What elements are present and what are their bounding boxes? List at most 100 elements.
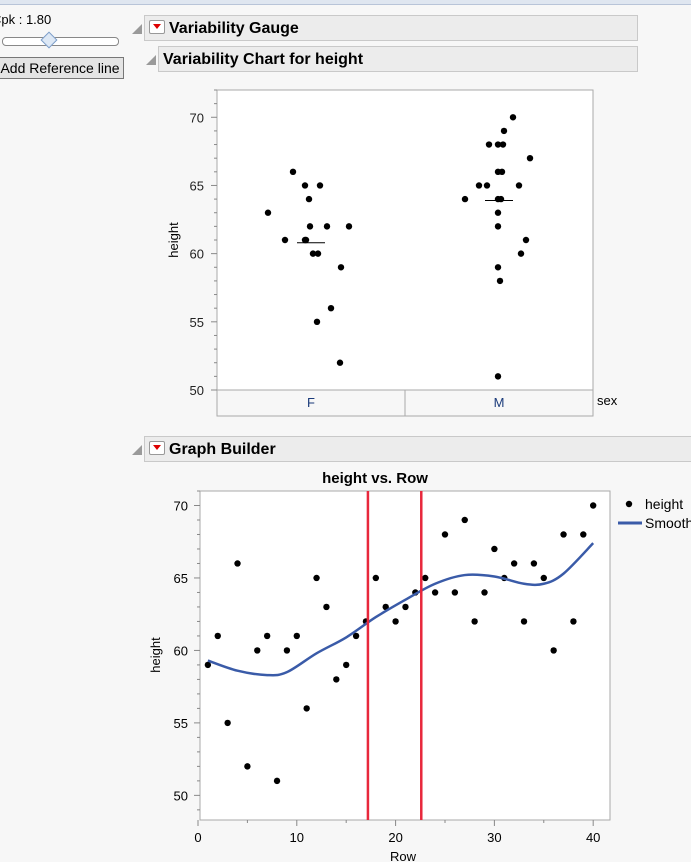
x-tick-label: 0 (194, 830, 201, 845)
x-tick-label: 10 (290, 830, 304, 845)
data-point (499, 141, 507, 148)
data-point (337, 264, 345, 271)
legend-label: height (645, 496, 683, 512)
data-point (323, 223, 331, 230)
disclosure-icon[interactable] (132, 24, 142, 34)
category-label: M (494, 395, 505, 410)
data-point (550, 647, 557, 654)
variability-gauge-header: Variability Gauge (144, 15, 638, 41)
add-reference-line-button[interactable]: Add Reference line (0, 57, 124, 79)
data-point (303, 705, 310, 712)
y-tick-label: 55 (174, 716, 188, 731)
data-point (422, 574, 429, 582)
window-top-border (0, 0, 691, 5)
plot-frame (216, 89, 594, 417)
data-point (570, 618, 577, 625)
data-point (281, 236, 289, 244)
data-point (309, 250, 317, 257)
data-point (475, 182, 483, 189)
data-point (301, 182, 309, 189)
data-point (316, 182, 324, 189)
cpk-slider-label: Cpk : 1.80 (0, 12, 52, 27)
data-point (254, 647, 261, 654)
data-point (264, 209, 272, 216)
data-point (530, 560, 538, 567)
data-point (500, 127, 508, 135)
data-point (214, 632, 221, 640)
y-tick-label: 65 (190, 178, 204, 193)
y-tick-label: 60 (174, 643, 188, 658)
data-point (305, 195, 313, 203)
variability-chart-header: Variability Chart for height (158, 46, 638, 72)
data-point (471, 618, 478, 625)
data-point (333, 676, 340, 683)
data-point (520, 618, 528, 625)
data-point (510, 560, 518, 567)
data-point (342, 661, 350, 669)
data-point (392, 618, 399, 625)
data-point (273, 777, 281, 785)
section-title: Graph Builder (169, 441, 276, 458)
data-point (402, 603, 409, 611)
data-point (461, 516, 468, 524)
data-point (336, 359, 344, 366)
graph-builder-header: Graph Builder (144, 436, 691, 462)
data-point (234, 560, 241, 567)
x-axis-label: Row (390, 849, 417, 862)
x-tick-label: 40 (586, 830, 600, 845)
y-tick-label: 60 (190, 247, 204, 262)
data-point (313, 318, 321, 326)
data-point (431, 589, 439, 596)
cpk-slider[interactable] (2, 37, 119, 46)
data-point (517, 250, 525, 257)
data-point (289, 168, 297, 176)
red-triangle-menu-icon[interactable] (149, 441, 165, 456)
data-point (244, 763, 251, 770)
x-axis-label: sex (597, 393, 618, 408)
x-tick-label: 20 (388, 830, 402, 845)
data-point (224, 719, 231, 727)
data-point (283, 647, 291, 654)
data-point (372, 574, 380, 582)
variability-chart: 50 55 60 65 70 height sex F M (166, 89, 618, 417)
x-tick-label: 30 (487, 830, 501, 845)
section-title: Variability Chart for height (163, 51, 364, 68)
data-point (496, 277, 504, 285)
data-point (485, 141, 493, 148)
data-point (263, 632, 271, 640)
data-point (323, 603, 330, 611)
data-point (494, 223, 502, 230)
data-point (540, 574, 547, 582)
disclosure-icon[interactable] (146, 55, 156, 65)
data-point (494, 209, 502, 216)
legend-point-icon (625, 500, 633, 508)
y-tick-label: 50 (190, 383, 204, 398)
data-point (509, 114, 517, 121)
red-triangle-menu-icon[interactable] (149, 20, 165, 35)
y-axis-label: height (166, 222, 181, 258)
y-tick-label: 55 (190, 315, 204, 330)
data-point (494, 373, 502, 380)
legend-label: Smoother (645, 515, 691, 531)
data-point (313, 574, 320, 582)
graph-builder-chart: height vs. Row 50 55 60 65 70 0 10 20 30 40 Row heig… (148, 470, 691, 862)
data-point (441, 531, 449, 538)
data-point (352, 632, 360, 640)
data-point (327, 304, 335, 312)
y-tick-label: 70 (174, 498, 188, 513)
data-point (481, 589, 488, 596)
smoother-line (207, 542, 595, 677)
data-point (589, 502, 597, 509)
data-point (522, 236, 530, 244)
y-tick-label: 70 (190, 110, 204, 125)
data-point (498, 168, 506, 176)
disclosure-icon[interactable] (132, 445, 142, 455)
data-point (580, 531, 587, 538)
data-point (494, 264, 502, 271)
data-point (560, 531, 567, 538)
data-point (515, 182, 523, 189)
data-point (345, 223, 353, 230)
data-point (302, 236, 310, 244)
data-point (483, 182, 491, 189)
